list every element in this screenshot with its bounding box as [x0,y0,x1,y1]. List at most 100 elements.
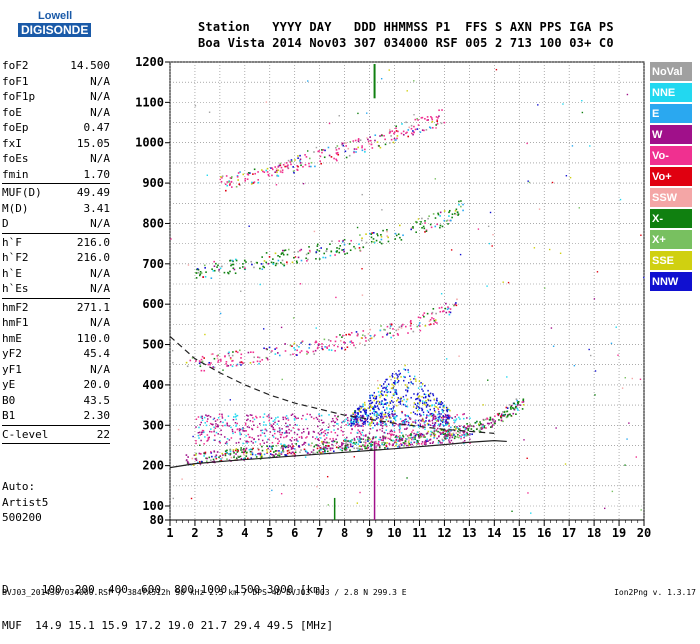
spread-echo [388,404,390,407]
echo-point [243,451,246,454]
band-echo [266,438,269,441]
spread-echo [405,400,408,403]
spread-echo [377,407,379,410]
band-echo [456,414,458,416]
echo-point [379,146,382,149]
band-echo [281,431,284,434]
echo-point [242,263,244,265]
band-echo [322,431,325,433]
band-echo [403,428,406,430]
echo-point [462,426,465,429]
band-echo [439,442,442,444]
echo-point [392,141,395,144]
echo-point [513,402,516,405]
band-echo [354,424,357,426]
spread-echo [392,415,394,417]
echo-point [318,451,321,453]
param-row: C-level 22 [2,427,110,443]
band-echo [438,425,441,427]
spread-echo [406,385,408,388]
spread-echo [424,384,426,387]
legend-item: NNW [650,272,692,291]
band-echo [303,441,306,444]
spread-echo [390,408,392,410]
band-echo [362,429,364,432]
echo-point [386,230,388,233]
echo-point [345,442,347,445]
echo-point [197,271,200,274]
band-echo [387,420,390,422]
echo-point [386,325,389,328]
echo-point [239,455,242,458]
spread-echo [427,394,430,396]
echo-point [323,448,325,450]
echo-point [455,304,458,307]
echo-point [395,130,398,132]
echo-point [313,353,316,355]
echo-point [272,258,274,260]
band-echo [337,423,339,425]
band-echo [384,436,387,439]
spread-echo [417,424,419,427]
echo-point [330,349,333,352]
echo-point [450,433,453,436]
band-echo [317,425,319,428]
band-echo [353,420,356,422]
band-echo [228,425,230,427]
spread-echo [405,394,407,397]
echo-point [276,174,279,177]
echo-point [243,268,246,270]
x-tick-label: 18 [587,526,601,540]
spread-echo [374,406,376,408]
echo-point [252,447,254,450]
param-key: hmF2 [2,300,29,314]
echo-point [339,445,342,448]
spread-echo [440,419,442,422]
x-tick-label: 12 [437,526,451,540]
band-echo [358,430,361,433]
echo-point [337,345,339,348]
noise-point [459,253,462,256]
spread-echo [354,411,357,414]
echo-point [393,131,396,134]
x-tick-label: 5 [266,526,273,540]
band-echo [279,436,282,439]
echo-point [471,433,473,436]
spread-echo [417,402,419,405]
noise-point [565,175,568,177]
echo-point [239,349,241,352]
band-echo [298,436,301,439]
echo-point [429,438,432,441]
echo-point [515,398,518,400]
band-echo [214,439,216,442]
spread-echo [353,422,355,424]
echo-point [388,142,391,144]
band-echo [201,431,203,434]
spread-echo [363,401,366,404]
echo-point [358,243,360,246]
echo-point [439,224,442,227]
band-echo [331,417,334,420]
noise-point [272,445,275,447]
band-echo [321,428,323,430]
echo-point [428,320,431,323]
band-echo [335,438,337,441]
band-echo [376,421,379,424]
echo-point [381,442,383,444]
band-echo [302,428,305,431]
band-echo [263,421,265,423]
band-echo [313,417,315,420]
noise-point [455,213,457,216]
band-echo [372,427,374,429]
noise-point [262,328,265,330]
echo-point [418,325,421,327]
spread-echo [448,417,450,420]
echo-point [460,205,462,208]
noise-point [487,225,490,228]
spread-echo [425,417,427,419]
band-echo [283,436,285,439]
echo-point [486,417,488,420]
echo-point [281,169,284,171]
band-echo [404,423,407,426]
band-echo [277,438,279,440]
